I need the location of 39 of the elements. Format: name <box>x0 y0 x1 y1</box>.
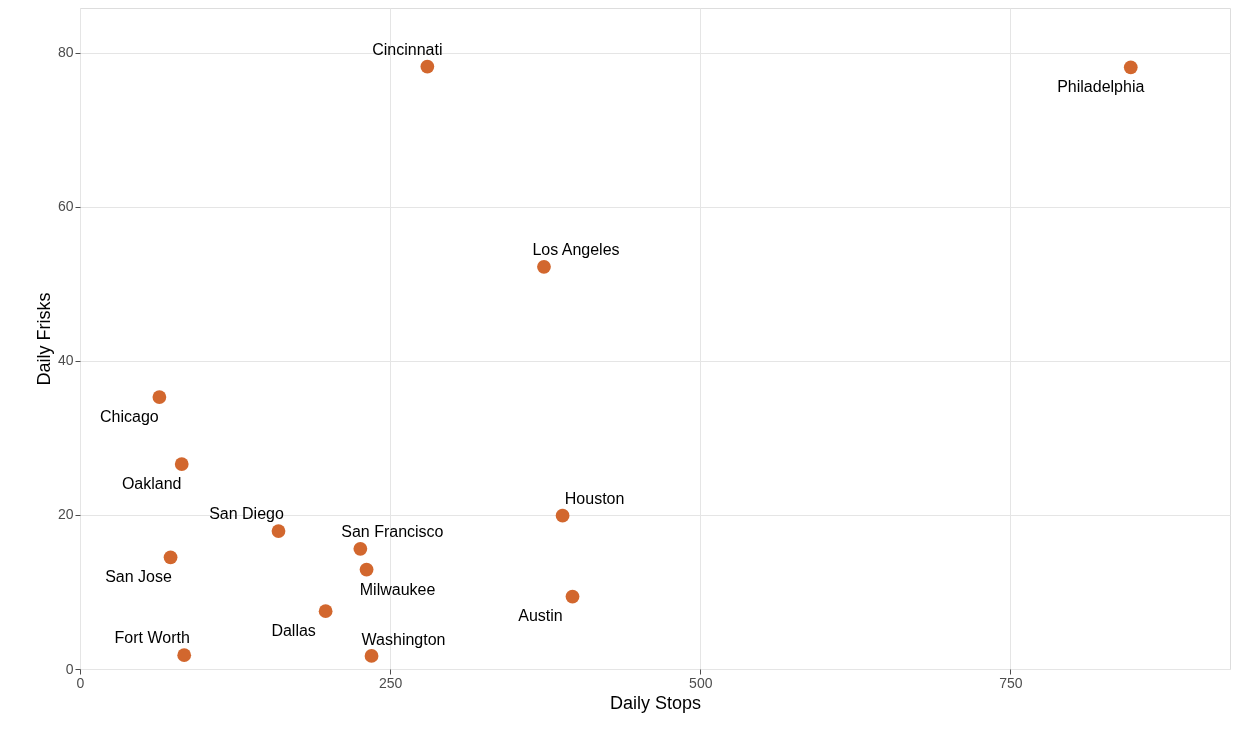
point <box>152 390 167 404</box>
annotation: San Jose <box>105 568 173 586</box>
x-tick-label: 750 <box>999 674 1023 691</box>
point <box>364 649 379 663</box>
y-tick-label: 60 <box>57 198 74 215</box>
point <box>1123 60 1138 75</box>
point <box>565 589 580 604</box>
point <box>420 59 435 74</box>
annotation: Oakland <box>121 475 182 493</box>
annotation: San Diego <box>209 505 284 523</box>
point <box>271 524 286 538</box>
x-tick-label: 0 <box>76 674 85 691</box>
annotation: Milwaukee <box>359 580 436 598</box>
x-tick-label: 250 <box>378 674 403 691</box>
y-tick-label: 40 <box>57 352 74 369</box>
annotation: Houston <box>564 489 625 507</box>
point <box>177 648 192 663</box>
point <box>359 562 374 577</box>
annotation: San Francisco <box>341 522 444 540</box>
point <box>163 550 178 565</box>
x-tick-label: 500 <box>689 674 713 691</box>
annotation: Philadelphia <box>1057 78 1145 96</box>
point <box>555 508 570 523</box>
point <box>353 541 368 556</box>
x-axis-title: Daily Stops <box>609 692 702 713</box>
y-tick-label: 80 <box>57 44 74 61</box>
point <box>174 457 189 471</box>
annotation: Dallas <box>271 622 316 640</box>
annotation: Austin <box>518 606 563 624</box>
annotation: Cincinnati <box>372 40 443 58</box>
annotation: Chicago <box>100 408 159 426</box>
point <box>537 259 551 274</box>
y-tick-label: 20 <box>57 506 74 523</box>
annotation: Washington <box>361 630 446 648</box>
annotation: Fort Worth <box>114 629 190 647</box>
y-axis-title: Daily Frisks <box>33 292 54 386</box>
y-tick-label: 0 <box>65 660 74 677</box>
annotation: Los Angeles <box>532 240 620 258</box>
point <box>318 604 333 619</box>
